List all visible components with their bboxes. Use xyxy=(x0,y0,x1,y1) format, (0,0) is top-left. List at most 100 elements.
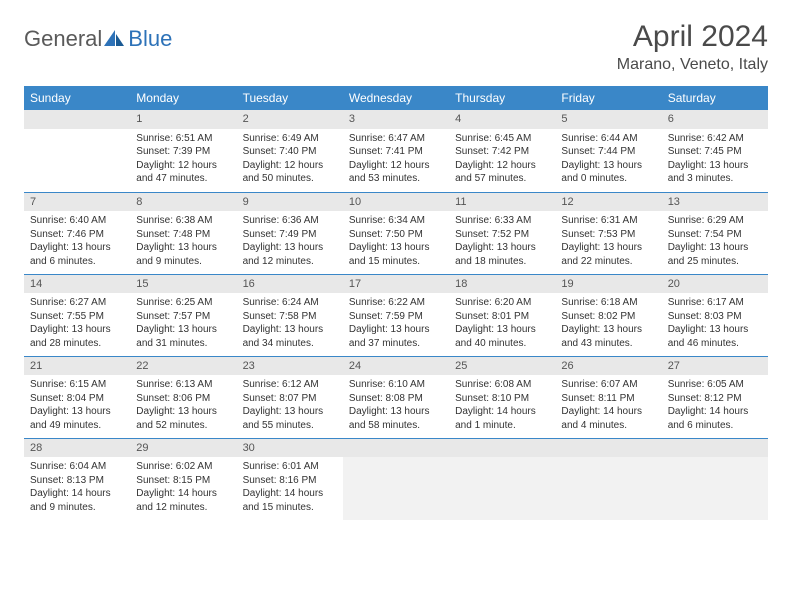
day-content: Sunrise: 6:08 AMSunset: 8:10 PMDaylight:… xyxy=(449,375,555,435)
calendar-day-cell xyxy=(24,110,130,192)
day-content: Sunrise: 6:05 AMSunset: 8:12 PMDaylight:… xyxy=(662,375,768,435)
calendar-day-cell: 22Sunrise: 6:13 AMSunset: 8:06 PMDayligh… xyxy=(130,356,236,438)
sunset-text: Sunset: 7:59 PM xyxy=(349,310,443,324)
calendar-day-cell: 14Sunrise: 6:27 AMSunset: 7:55 PMDayligh… xyxy=(24,274,130,356)
daylight-text: Daylight: 13 hours and 31 minutes. xyxy=(136,323,230,350)
calendar-day-cell: 4Sunrise: 6:45 AMSunset: 7:42 PMDaylight… xyxy=(449,110,555,192)
sunset-text: Sunset: 7:48 PM xyxy=(136,228,230,242)
sunset-text: Sunset: 8:13 PM xyxy=(30,474,124,488)
day-number: 6 xyxy=(662,110,768,129)
sunrise-text: Sunrise: 6:38 AM xyxy=(136,214,230,228)
sunset-text: Sunset: 8:16 PM xyxy=(243,474,337,488)
daylight-text: Daylight: 12 hours and 47 minutes. xyxy=(136,159,230,186)
day-content: Sunrise: 6:15 AMSunset: 8:04 PMDaylight:… xyxy=(24,375,130,435)
daylight-text: Daylight: 14 hours and 6 minutes. xyxy=(668,405,762,432)
sunrise-text: Sunrise: 6:25 AM xyxy=(136,296,230,310)
day-number: 2 xyxy=(237,110,343,129)
sunrise-text: Sunrise: 6:17 AM xyxy=(668,296,762,310)
sunrise-text: Sunrise: 6:51 AM xyxy=(136,132,230,146)
sunrise-text: Sunrise: 6:29 AM xyxy=(668,214,762,228)
sunrise-text: Sunrise: 6:15 AM xyxy=(30,378,124,392)
day-content: Sunrise: 6:17 AMSunset: 8:03 PMDaylight:… xyxy=(662,293,768,353)
day-number: 4 xyxy=(449,110,555,129)
daylight-text: Daylight: 13 hours and 0 minutes. xyxy=(561,159,655,186)
sunrise-text: Sunrise: 6:05 AM xyxy=(668,378,762,392)
day-number: 29 xyxy=(130,439,236,458)
day-content: Sunrise: 6:12 AMSunset: 8:07 PMDaylight:… xyxy=(237,375,343,435)
day-content: Sunrise: 6:31 AMSunset: 7:53 PMDaylight:… xyxy=(555,211,661,271)
sunset-text: Sunset: 7:46 PM xyxy=(30,228,124,242)
day-number: 5 xyxy=(555,110,661,129)
sunset-text: Sunset: 8:06 PM xyxy=(136,392,230,406)
calendar-week-row: 28Sunrise: 6:04 AMSunset: 8:13 PMDayligh… xyxy=(24,438,768,520)
sunset-text: Sunset: 7:55 PM xyxy=(30,310,124,324)
daylight-text: Daylight: 13 hours and 46 minutes. xyxy=(668,323,762,350)
calendar-day-cell: 6Sunrise: 6:42 AMSunset: 7:45 PMDaylight… xyxy=(662,110,768,192)
calendar-day-cell: 17Sunrise: 6:22 AMSunset: 7:59 PMDayligh… xyxy=(343,274,449,356)
day-number xyxy=(343,439,449,458)
sunrise-text: Sunrise: 6:42 AM xyxy=(668,132,762,146)
sunrise-text: Sunrise: 6:40 AM xyxy=(30,214,124,228)
day-number: 3 xyxy=(343,110,449,129)
daylight-text: Daylight: 14 hours and 1 minute. xyxy=(455,405,549,432)
daylight-text: Daylight: 13 hours and 6 minutes. xyxy=(30,241,124,268)
weekday-header: Wednesday xyxy=(343,86,449,110)
sunset-text: Sunset: 7:53 PM xyxy=(561,228,655,242)
day-number: 10 xyxy=(343,193,449,212)
day-number xyxy=(555,439,661,458)
daylight-text: Daylight: 13 hours and 3 minutes. xyxy=(668,159,762,186)
daylight-text: Daylight: 13 hours and 37 minutes. xyxy=(349,323,443,350)
calendar-day-cell: 25Sunrise: 6:08 AMSunset: 8:10 PMDayligh… xyxy=(449,356,555,438)
daylight-text: Daylight: 13 hours and 40 minutes. xyxy=(455,323,549,350)
logo-text-general: General xyxy=(24,26,102,52)
sunset-text: Sunset: 7:52 PM xyxy=(455,228,549,242)
calendar-day-cell: 24Sunrise: 6:10 AMSunset: 8:08 PMDayligh… xyxy=(343,356,449,438)
calendar-day-cell: 20Sunrise: 6:17 AMSunset: 8:03 PMDayligh… xyxy=(662,274,768,356)
calendar-day-cell: 8Sunrise: 6:38 AMSunset: 7:48 PMDaylight… xyxy=(130,192,236,274)
daylight-text: Daylight: 13 hours and 22 minutes. xyxy=(561,241,655,268)
daylight-text: Daylight: 14 hours and 12 minutes. xyxy=(136,487,230,514)
calendar-day-cell: 30Sunrise: 6:01 AMSunset: 8:16 PMDayligh… xyxy=(237,438,343,520)
weekday-header: Monday xyxy=(130,86,236,110)
calendar-day-cell: 10Sunrise: 6:34 AMSunset: 7:50 PMDayligh… xyxy=(343,192,449,274)
sunrise-text: Sunrise: 6:31 AM xyxy=(561,214,655,228)
daylight-text: Daylight: 14 hours and 4 minutes. xyxy=(561,405,655,432)
sunrise-text: Sunrise: 6:10 AM xyxy=(349,378,443,392)
header: General Blue April 2024 Marano, Veneto, … xyxy=(24,20,768,74)
calendar-day-cell xyxy=(343,438,449,520)
calendar-week-row: 7Sunrise: 6:40 AMSunset: 7:46 PMDaylight… xyxy=(24,192,768,274)
day-content: Sunrise: 6:02 AMSunset: 8:15 PMDaylight:… xyxy=(130,457,236,517)
day-content: Sunrise: 6:10 AMSunset: 8:08 PMDaylight:… xyxy=(343,375,449,435)
day-number: 12 xyxy=(555,193,661,212)
calendar-day-cell: 2Sunrise: 6:49 AMSunset: 7:40 PMDaylight… xyxy=(237,110,343,192)
calendar-day-cell: 3Sunrise: 6:47 AMSunset: 7:41 PMDaylight… xyxy=(343,110,449,192)
sunset-text: Sunset: 7:42 PM xyxy=(455,145,549,159)
day-content: Sunrise: 6:25 AMSunset: 7:57 PMDaylight:… xyxy=(130,293,236,353)
weekday-header: Thursday xyxy=(449,86,555,110)
daylight-text: Daylight: 13 hours and 28 minutes. xyxy=(30,323,124,350)
sunrise-text: Sunrise: 6:36 AM xyxy=(243,214,337,228)
day-number: 24 xyxy=(343,357,449,376)
sunset-text: Sunset: 7:57 PM xyxy=(136,310,230,324)
sunrise-text: Sunrise: 6:27 AM xyxy=(30,296,124,310)
calendar-day-cell: 26Sunrise: 6:07 AMSunset: 8:11 PMDayligh… xyxy=(555,356,661,438)
sunrise-text: Sunrise: 6:18 AM xyxy=(561,296,655,310)
day-number: 20 xyxy=(662,275,768,294)
calendar-day-cell: 21Sunrise: 6:15 AMSunset: 8:04 PMDayligh… xyxy=(24,356,130,438)
location-text: Marano, Veneto, Italy xyxy=(617,56,768,74)
sunset-text: Sunset: 8:15 PM xyxy=(136,474,230,488)
day-content: Sunrise: 6:04 AMSunset: 8:13 PMDaylight:… xyxy=(24,457,130,517)
calendar-day-cell: 5Sunrise: 6:44 AMSunset: 7:44 PMDaylight… xyxy=(555,110,661,192)
day-content: Sunrise: 6:20 AMSunset: 8:01 PMDaylight:… xyxy=(449,293,555,353)
sunset-text: Sunset: 8:01 PM xyxy=(455,310,549,324)
sunset-text: Sunset: 8:11 PM xyxy=(561,392,655,406)
calendar-day-cell: 9Sunrise: 6:36 AMSunset: 7:49 PMDaylight… xyxy=(237,192,343,274)
calendar-day-cell: 11Sunrise: 6:33 AMSunset: 7:52 PMDayligh… xyxy=(449,192,555,274)
sunset-text: Sunset: 7:49 PM xyxy=(243,228,337,242)
calendar-day-cell: 23Sunrise: 6:12 AMSunset: 8:07 PMDayligh… xyxy=(237,356,343,438)
sunset-text: Sunset: 7:41 PM xyxy=(349,145,443,159)
day-number: 1 xyxy=(130,110,236,129)
day-number xyxy=(24,110,130,129)
daylight-text: Daylight: 13 hours and 52 minutes. xyxy=(136,405,230,432)
day-content: Sunrise: 6:36 AMSunset: 7:49 PMDaylight:… xyxy=(237,211,343,271)
